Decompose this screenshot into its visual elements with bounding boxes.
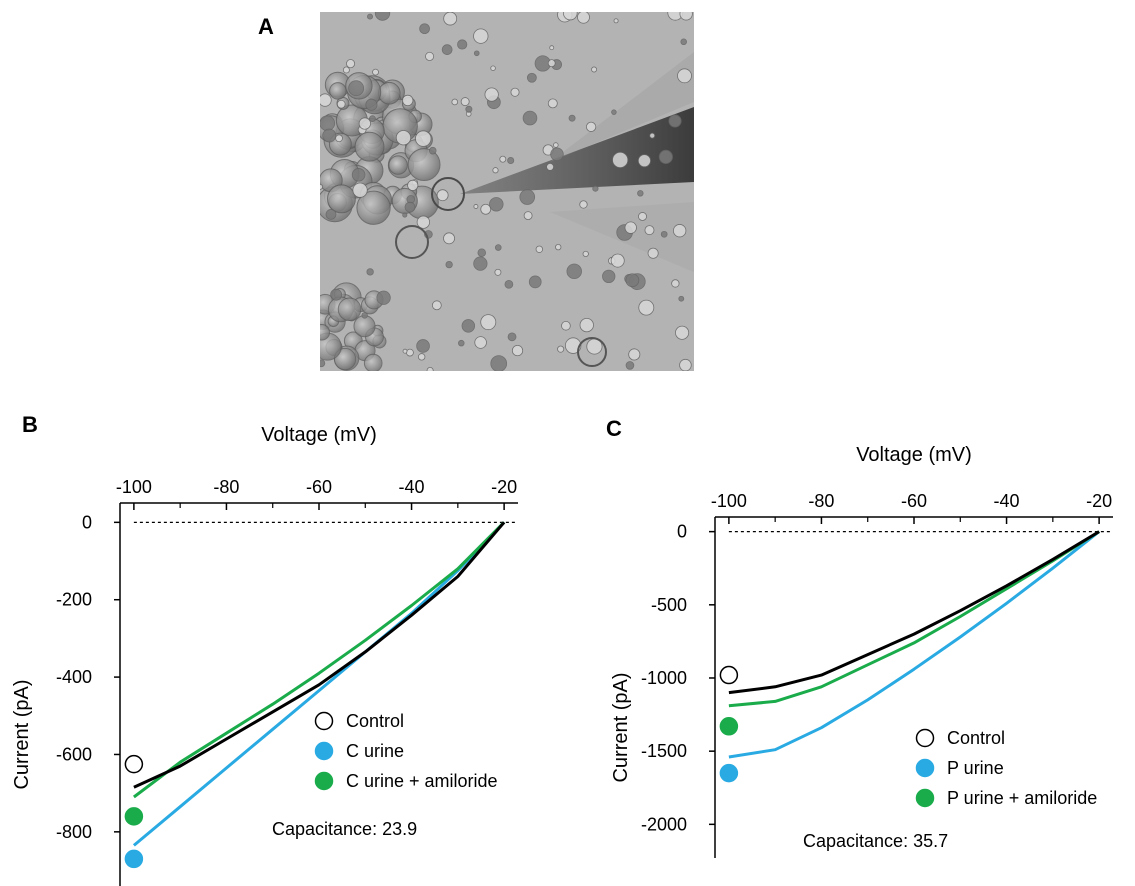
- y-tick-label: -400: [56, 667, 92, 687]
- x-tick-label: -80: [808, 491, 834, 511]
- x-tick-label: -100: [116, 477, 152, 497]
- x-tick-label: -20: [491, 477, 517, 497]
- panel-letter-a: A: [258, 14, 274, 39]
- y-axis-label: Current (pA): [11, 679, 33, 789]
- data-point-marker-1: [124, 849, 144, 869]
- series-line-2: [728, 530, 1100, 708]
- legend-marker-2: [314, 771, 334, 791]
- capacitance-annotation: Capacitance: 23.9: [272, 819, 417, 839]
- y-tick-label: -600: [56, 744, 92, 764]
- legend-label-1: C urine: [346, 741, 404, 761]
- y-tick-label: 0: [677, 522, 687, 542]
- legend-label-2: P urine + amiloride: [947, 788, 1097, 808]
- x-tick-label: -60: [306, 477, 332, 497]
- series-line-0: [133, 521, 506, 789]
- x-tick-label: -80: [213, 477, 239, 497]
- legend-marker-0: [915, 728, 935, 748]
- legend-label-1: P urine: [947, 758, 1004, 778]
- legend-marker-1: [314, 741, 334, 761]
- y-tick-label: -1000: [641, 668, 687, 688]
- capacitance-annotation: Capacitance: 35.7: [803, 831, 948, 851]
- legend-marker-2: [915, 788, 935, 808]
- data-point-marker-0: [124, 754, 144, 774]
- legend-label-2: C urine + amiloride: [346, 771, 498, 791]
- series-line-0: [728, 530, 1100, 695]
- x-axis-label: Voltage (mV): [261, 424, 377, 446]
- cell-micrograph-image: [320, 12, 694, 371]
- series-line-1: [132, 521, 506, 847]
- x-axis-label: Voltage (mV): [856, 444, 972, 466]
- legend-marker-1: [915, 758, 935, 778]
- legend-marker-0: [314, 711, 334, 731]
- data-point-marker-2: [124, 807, 144, 826]
- y-axis-label: Current (pA): [610, 672, 632, 782]
- x-tick-label: -40: [994, 491, 1020, 511]
- panel-letter-b: B: [22, 412, 38, 437]
- x-tick-label: -100: [711, 491, 747, 511]
- y-tick-label: -800: [56, 822, 92, 842]
- x-tick-label: -20: [1086, 491, 1112, 511]
- series-line-1: [728, 530, 1101, 759]
- y-tick-label: -500: [651, 595, 687, 615]
- legend-label-0: Control: [947, 728, 1005, 748]
- y-tick-label: -1500: [641, 741, 687, 761]
- legend-label-0: Control: [346, 711, 404, 731]
- data-point-marker-1: [719, 763, 739, 783]
- panel-letter-c: C: [606, 416, 622, 441]
- data-point-marker-2: [719, 717, 739, 736]
- y-tick-label: -2000: [641, 814, 687, 834]
- x-tick-label: -60: [901, 491, 927, 511]
- y-tick-label: 0: [82, 512, 92, 532]
- x-tick-label: -40: [399, 477, 425, 497]
- data-point-marker-0: [719, 665, 739, 685]
- series-line-2: [132, 521, 506, 799]
- y-tick-label: -200: [56, 590, 92, 610]
